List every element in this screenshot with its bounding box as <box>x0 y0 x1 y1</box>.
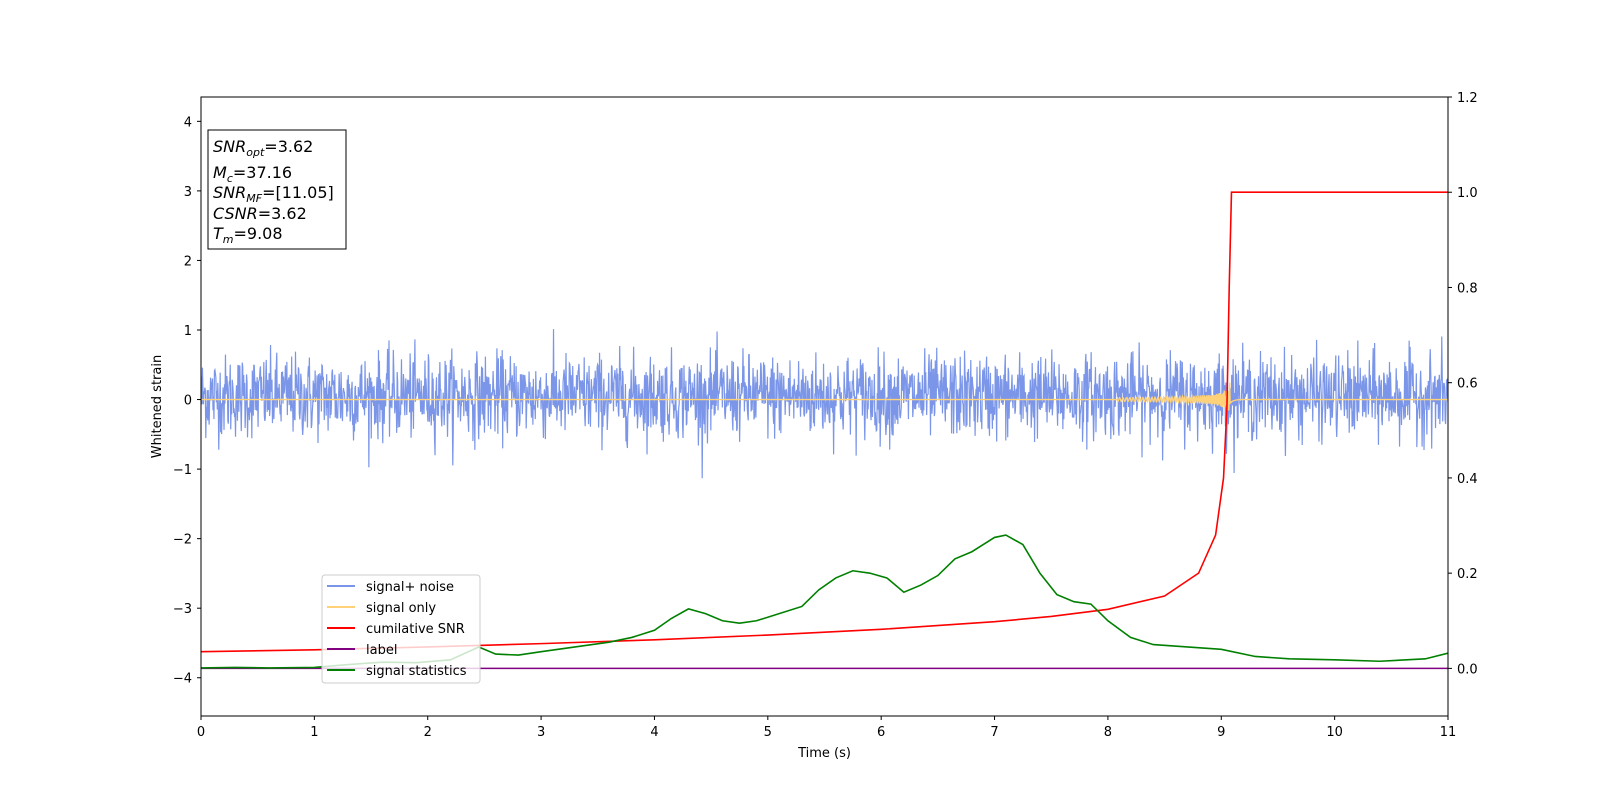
right-y-tick-label: 0.0 <box>1457 662 1478 677</box>
series-line-signal-statistics <box>201 534 1448 669</box>
left-y-tick-label: −4 <box>173 672 192 687</box>
x-tick-label: 6 <box>877 725 885 740</box>
left-y-tick-label: 0 <box>184 394 192 409</box>
legend-label: signal+ noise <box>366 580 454 595</box>
left-y-tick-label: 4 <box>184 115 192 130</box>
series-line-signal-only <box>201 382 1448 411</box>
annotation-line: SNRMF=[11.05] <box>213 183 334 205</box>
x-tick-label: 3 <box>537 725 545 740</box>
x-axis-label: Time (s) <box>797 746 851 761</box>
legend-label: cumilative SNR <box>366 622 465 637</box>
right-y-tick-label: 0.8 <box>1457 281 1478 296</box>
right-y-axis: 0.0 0.2 0.4 0.6 0.8 1.0 1.2 <box>1448 91 1478 677</box>
left-y-tick-label: −3 <box>173 602 192 617</box>
left-y-tick-label: −2 <box>173 533 192 548</box>
right-y-tick-label: 0.4 <box>1457 472 1478 487</box>
annotation-line: Mc=37.16 <box>213 163 292 185</box>
y-axis-label: Whitened strain <box>150 355 165 458</box>
legend-label: signal only <box>366 601 436 616</box>
stats-annotation-box: SNRopt=3.62 Mc=37.16SNRMF=[11.05]CSNR=3.6… <box>207 129 347 250</box>
left-y-axis: −4 −3 −2 −1 0 1 2 3 4 <box>173 115 201 687</box>
left-y-tick-label: 2 <box>184 254 192 269</box>
x-tick-label: 8 <box>1104 725 1112 740</box>
x-tick-label: 7 <box>990 725 998 740</box>
right-y-tick-label: 0.6 <box>1457 377 1478 392</box>
x-tick-label: 11 <box>1440 725 1457 740</box>
x-tick-label: 2 <box>424 725 432 740</box>
legend-label: signal statistics <box>366 664 467 679</box>
x-tick-label: 4 <box>650 725 658 740</box>
right-y-tick-label: 1.2 <box>1457 91 1478 106</box>
left-y-tick-label: 3 <box>184 185 192 200</box>
series-line-cumilative-snr <box>201 191 1448 653</box>
x-tick-label: 1 <box>310 725 318 740</box>
annotation-frame <box>207 129 347 250</box>
x-tick-label: 9 <box>1217 725 1225 740</box>
legend-label: label <box>366 643 397 658</box>
plot-frame <box>200 96 1449 717</box>
annotation-line: CSNR=3.62 <box>213 204 307 223</box>
annotation-line: Tm=9.08 <box>213 224 283 246</box>
legend-frame <box>321 574 481 684</box>
x-tick-label: 0 <box>197 725 205 740</box>
left-y-tick-label: −1 <box>173 463 192 478</box>
legend: signal+ noise signal only cumilative SNR la… <box>321 574 481 684</box>
x-tick-label: 10 <box>1326 725 1343 740</box>
x-tick-label: 5 <box>764 725 772 740</box>
x-axis: 0 1 2 3 4 5 6 7 8 9 10 11 <box>197 716 1456 740</box>
right-y-tick-label: 0.2 <box>1457 567 1478 582</box>
annotation-line: SNRopt=3.62 <box>213 137 313 159</box>
left-y-tick-label: 1 <box>184 324 192 339</box>
right-y-tick-label: 1.0 <box>1457 186 1478 201</box>
